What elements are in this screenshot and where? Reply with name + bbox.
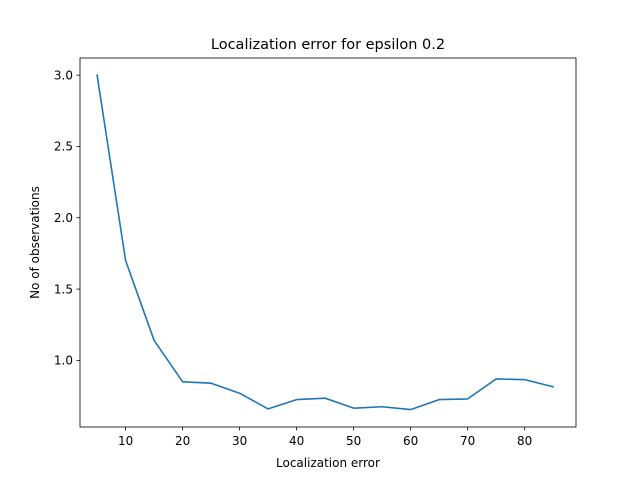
x-tick-label: 20	[175, 434, 190, 448]
x-tick-label: 70	[460, 434, 475, 448]
chart-title: Localization error for epsilon 0.2	[211, 37, 445, 53]
x-axis-label: Localization error	[276, 456, 380, 470]
plot-area-frame	[79, 57, 577, 428]
y-axis-label: No of observations	[28, 186, 42, 299]
y-axis-label-group: No of observations	[28, 186, 42, 299]
x-tick-label: 80	[517, 434, 532, 448]
y-tick-label: 1.0	[54, 354, 73, 368]
y-tick-label: 1.5	[54, 282, 73, 296]
x-tick-label: 50	[346, 434, 361, 448]
y-tick-label: 2.0	[54, 211, 73, 225]
series-line	[96, 74, 555, 411]
x-tick-label: 60	[403, 434, 418, 448]
ticks: 10 20 30 40 50 60 70 80 1.0 1.5 2.0 2.5 3.0	[54, 68, 532, 448]
x-tick-label: 10	[118, 434, 133, 448]
y-tick-label: 2.5	[54, 140, 73, 154]
x-tick-label: 30	[232, 434, 247, 448]
x-tick-label: 40	[289, 434, 304, 448]
series-group	[96, 74, 555, 411]
y-tick-label: 3.0	[54, 68, 73, 82]
